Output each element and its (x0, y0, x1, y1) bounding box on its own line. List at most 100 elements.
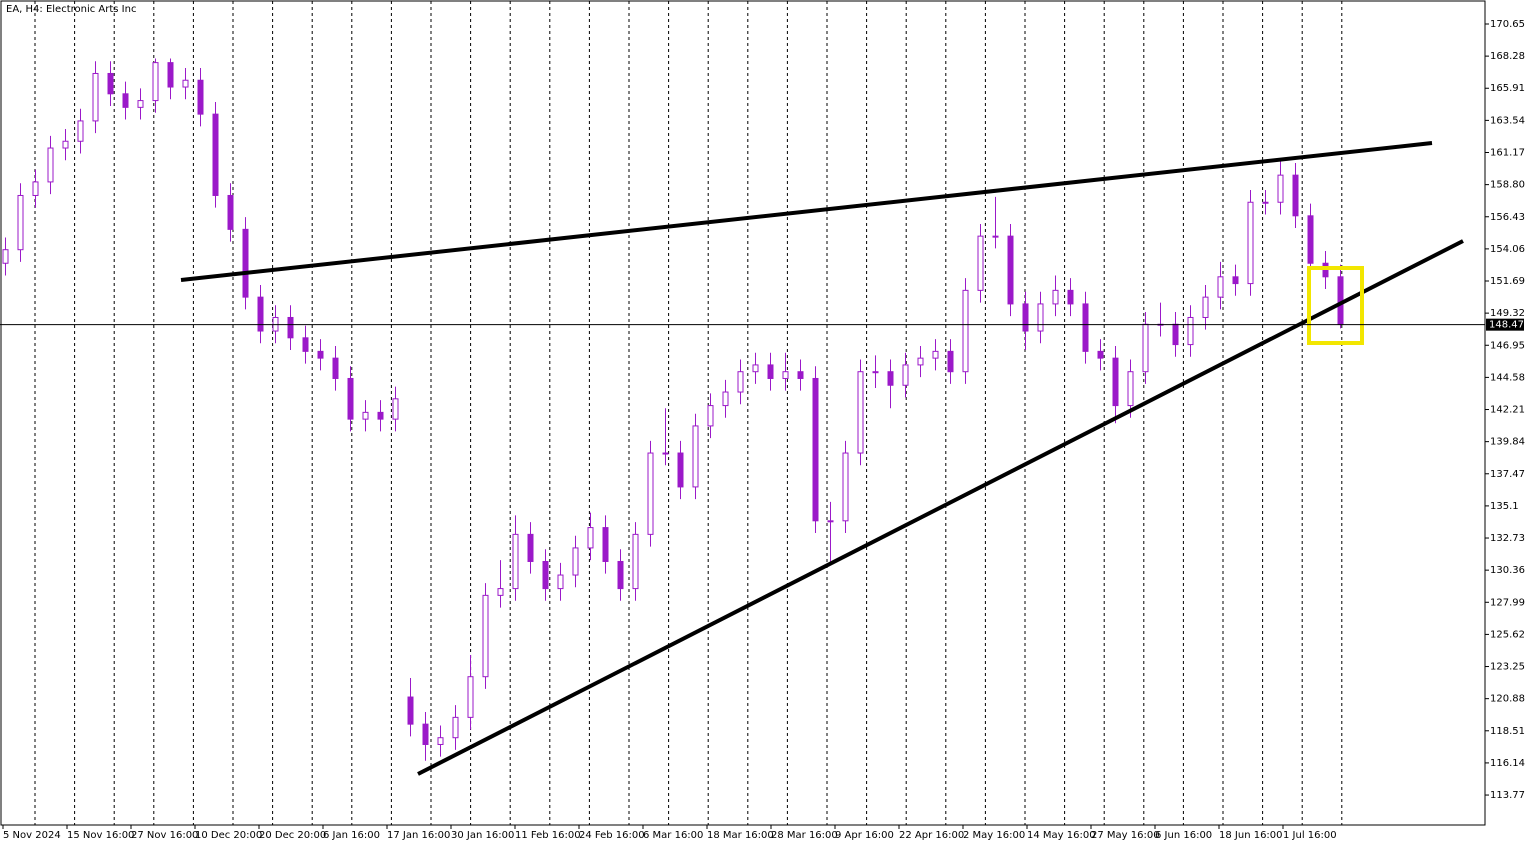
candle-body (242, 228, 249, 298)
last-price-box (1486, 318, 1524, 331)
y-tick-label: 168.28 (1490, 51, 1525, 62)
y-tick-label: 139.84 (1490, 437, 1525, 448)
candle-body (1292, 174, 1299, 217)
candle-body (1022, 303, 1029, 332)
candle-body (1127, 371, 1134, 407)
y-tick-label: 149.32 (1490, 308, 1525, 319)
candle-body (827, 520, 834, 523)
x-tick-label: 6 Jun 16:00 (1155, 830, 1212, 841)
candle-body (797, 371, 804, 379)
candle-body (122, 93, 129, 108)
x-tick-label: 22 Apr 16:00 (899, 830, 964, 841)
candle-body (407, 696, 414, 725)
chart-title: EA, H4: Electronic Arts Inc (6, 4, 136, 15)
candle-body (752, 364, 759, 373)
candle-body (392, 398, 399, 420)
candle-body (1187, 316, 1194, 346)
candle-body (857, 371, 864, 454)
y-tick-label: 154.06 (1490, 244, 1525, 255)
x-tick-label: 28 Mar 16:00 (771, 830, 838, 841)
candle-body (1232, 276, 1239, 285)
candle-body (197, 79, 204, 115)
candle-body (1112, 357, 1119, 407)
candle-body (347, 377, 354, 420)
x-tick-label: 11 Feb 16:00 (515, 830, 581, 841)
x-tick-label: 6 Jan 16:00 (323, 830, 380, 841)
y-tick-label: 151.69 (1490, 276, 1525, 287)
candle-body (602, 527, 609, 562)
x-tick-label: 2 May 16:00 (963, 830, 1025, 841)
candle-body (17, 194, 24, 251)
x-tick-label: 14 May 16:00 (1027, 830, 1096, 841)
candle-body (467, 676, 474, 718)
y-tick-label: 123.25 (1490, 662, 1525, 673)
candle-body (872, 371, 879, 374)
y-tick-label: 142.21 (1490, 405, 1525, 416)
plot (2, 58, 1344, 761)
candle-body (257, 296, 264, 332)
y-tick-label: 158.80 (1490, 180, 1525, 191)
candle-body (422, 723, 429, 745)
candle-body (587, 527, 594, 549)
candle-body (182, 79, 189, 88)
candle-body (377, 411, 384, 420)
candle-body (632, 533, 639, 590)
y-tick-label: 170.65 (1490, 19, 1525, 30)
candle-body (482, 594, 489, 678)
y-tick-label: 132.73 (1490, 533, 1525, 544)
y-tick-label: 146.95 (1490, 340, 1525, 351)
x-tick-label: 24 Feb 16:00 (579, 830, 645, 841)
candle-body (1007, 235, 1014, 305)
plot-frame (0, 0, 1486, 826)
candle-body (782, 371, 789, 379)
candle-body (497, 588, 504, 596)
x-tick-label: 5 Nov 2024 (3, 830, 61, 841)
candle-body (1172, 323, 1179, 346)
candle-body (137, 100, 144, 108)
y-tick-label: 113.77 (1490, 790, 1525, 801)
candle-body (917, 357, 924, 366)
candle-body (977, 235, 984, 291)
candle-body (47, 147, 54, 183)
support-trendline (417, 239, 1464, 776)
candle-body (1307, 215, 1314, 264)
x-tick-label: 27 Nov 16:00 (131, 830, 198, 841)
candle-body (92, 72, 99, 122)
y-tick-label: 127.99 (1490, 597, 1525, 608)
candle-body (227, 194, 234, 230)
candle-body (902, 364, 909, 386)
candle-body (1322, 262, 1329, 278)
candle-body (992, 235, 999, 238)
x-tick-label: 6 Mar 16:00 (643, 830, 703, 841)
candle-body (1037, 303, 1044, 332)
x-tick-label: 15 Nov 16:00 (67, 830, 134, 841)
candle-body (1262, 201, 1269, 204)
candle-body (1052, 289, 1059, 305)
candle-body (437, 737, 444, 745)
candle-body (767, 364, 774, 379)
y-tick-label: 161.17 (1490, 148, 1525, 159)
candle-body (557, 574, 564, 590)
y-tick-label: 116.14 (1490, 758, 1525, 769)
candle-body (167, 62, 174, 88)
y-tick-label: 144.58 (1490, 372, 1525, 383)
y-tick-label: 156.43 (1490, 212, 1525, 223)
candle-body (932, 350, 939, 359)
x-tick-label: 17 Jan 16:00 (387, 830, 450, 841)
y-tick-label: 135.1 (1490, 501, 1519, 512)
y-tick-label: 137.47 (1490, 469, 1525, 480)
candle-body (512, 533, 519, 590)
candle-body (737, 371, 744, 393)
last-price-label: 148.47 (1489, 320, 1524, 331)
candle-body (1247, 201, 1254, 285)
x-tick-label: 20 Dec 20:00 (259, 830, 326, 841)
y-tick-label: 118.51 (1490, 726, 1525, 737)
candle-body (1277, 174, 1284, 203)
candle-body (1082, 303, 1089, 352)
x-tick-label: 10 Dec 20:00 (195, 830, 262, 841)
candle-body (677, 452, 684, 488)
x-tick-label: 18 Jun 16:00 (1219, 830, 1283, 841)
candle-body (842, 452, 849, 522)
candle-body (1067, 289, 1074, 305)
candle-body (887, 371, 894, 386)
